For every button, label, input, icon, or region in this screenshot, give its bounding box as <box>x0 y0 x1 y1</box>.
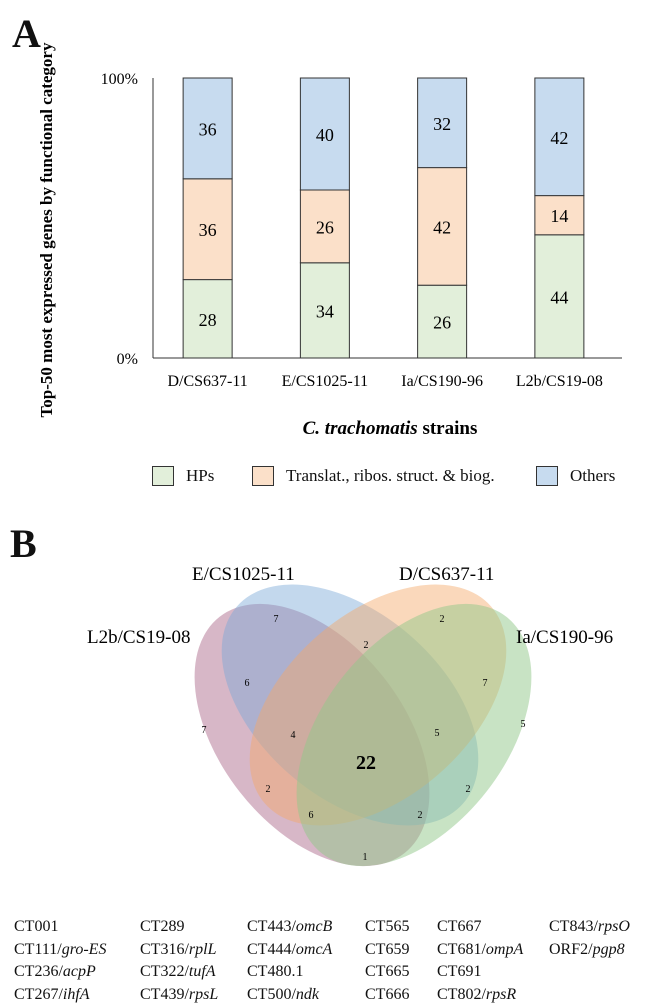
venn-label-d: D/CS637-11 <box>399 564 494 585</box>
venn-region-count: 5 <box>435 728 440 739</box>
bar-segment <box>534 234 585 359</box>
x-tick-label: E/CS1025-11 <box>282 373 369 390</box>
bar-data-label: 26 <box>316 217 334 237</box>
gene-cell: CT111/gro-ES <box>14 940 107 958</box>
gene-cell: CT289 <box>140 918 185 935</box>
venn-region-count: 2 <box>466 784 471 795</box>
stacked-bar-chart: 0% 100% 28 36 36 D/CS637-11 34 26 40 E/CS1025-11 2… <box>37 42 622 439</box>
gene-cell: CT666 <box>365 985 410 1003</box>
gene-cell: CT843/rpsO <box>549 918 630 935</box>
gene-cell: CT681/ompA <box>437 940 524 958</box>
bar-segment <box>417 167 468 286</box>
gene-row: CT111/gro-ES CT316/rplL CT444/omcA CT659 CT6… <box>14 939 644 962</box>
venn-region-count: 2 <box>364 640 369 651</box>
bar-data-label: 42 <box>550 128 568 148</box>
gene-cell: CT322/tufA <box>140 963 216 980</box>
gene-cell <box>549 984 639 1007</box>
y-tick-label: 100% <box>101 71 138 88</box>
gene-cell: CT500/ndk <box>247 985 319 1003</box>
venn-region-count: 2 <box>418 810 423 821</box>
bar-segment <box>182 77 233 180</box>
gene-row: CT267/ihfA CT439/rpsL CT500/ndk CT666 CT802/… <box>14 984 644 1007</box>
venn-region-count: 2 <box>440 614 445 625</box>
bar-data-label: 14 <box>550 206 568 226</box>
venn-region-count: 2 <box>266 784 271 795</box>
gene-cell: ORF2/pgp8 <box>549 940 625 958</box>
gene-cell: CT236/acpP <box>14 963 96 980</box>
y-tick-label: 0% <box>117 351 138 368</box>
panel-b-letter: B <box>10 521 37 566</box>
gene-row: CT236/acpP CT322/tufA CT480.1 CT665 CT691 <box>14 961 644 984</box>
legend-item-others: Others <box>536 466 615 486</box>
venn-label-ia: Ia/CS190-96 <box>516 627 613 648</box>
bar-segment <box>299 77 350 191</box>
bar-segment <box>182 279 233 359</box>
legend-swatch-others <box>536 466 558 486</box>
gene-cell: CT802/rpsR <box>437 985 517 1003</box>
legend-label-hps: HPs <box>186 466 215 485</box>
gene-cell: CT667 <box>437 918 482 935</box>
bar-data-label: 42 <box>433 217 451 237</box>
gene-cell: CT439/rpsL <box>140 985 219 1003</box>
legend-item-translation: Translat., ribos. struct. & biog. <box>252 466 495 486</box>
venn-region-count: 7 <box>274 614 279 625</box>
venn-region-count: 5 <box>521 719 526 730</box>
bar-segment <box>417 77 468 169</box>
venn-diagram: L2b/CS19-08 E/CS1025-11 D/CS637-11 Ia/CS… <box>87 564 613 867</box>
bar-data-label: 32 <box>433 114 451 134</box>
legend-label-translation: Translat., ribos. struct. & biog. <box>286 466 495 485</box>
bar-data-label: 28 <box>199 310 217 330</box>
gene-cell: CT659 <box>365 940 410 958</box>
legend-label-others: Others <box>570 466 616 485</box>
gene-cell: CT665 <box>365 963 410 980</box>
venn-region-count: 6 <box>245 678 250 689</box>
gene-cell: CT316/rplL <box>140 940 217 958</box>
gene-row: CT001 CT289 CT443/omcB CT565 CT667 CT843/rpsO <box>14 916 644 939</box>
venn-region-count: 6 <box>309 810 314 821</box>
y-axis-label: Top-50 most expressed genes by functiona… <box>37 42 56 417</box>
venn-region-count: 22 <box>356 752 376 774</box>
bar-data-label: 26 <box>433 313 451 333</box>
venn-region-count: 1 <box>363 852 368 863</box>
bar-segment <box>182 178 233 281</box>
gene-list-table: CT001 CT289 CT443/omcB CT565 CT667 CT843/rpsO… <box>14 916 644 1006</box>
gene-cell: CT444/omcA <box>247 940 333 958</box>
gene-cell: CT267/ihfA <box>14 985 90 1003</box>
venn-region-count: 7 <box>202 725 207 736</box>
venn-region-count: 7 <box>483 678 488 689</box>
x-axis-label: C. trachomatis strains <box>303 418 478 439</box>
legend-swatch-hps <box>152 466 174 486</box>
bar-data-label: 36 <box>199 119 217 139</box>
gene-cell: CT480.1 <box>247 963 304 980</box>
bar-data-label: 44 <box>550 287 568 307</box>
gene-cell: CT691 <box>437 963 482 980</box>
venn-label-e: E/CS1025-11 <box>192 564 295 585</box>
venn-region-count: 4 <box>291 730 296 741</box>
bar-segment <box>534 77 585 197</box>
x-tick-label: L2b/CS19-08 <box>516 373 603 390</box>
x-tick-label: D/CS637-11 <box>167 373 247 390</box>
venn-ellipse-ia <box>296 603 532 867</box>
venn-label-l2b: L2b/CS19-08 <box>87 627 190 648</box>
bar-data-label: 40 <box>316 125 334 145</box>
x-tick-label: Ia/CS190-96 <box>401 373 483 390</box>
chart-legend: HPs Translat., ribos. struct. & biog. Ot… <box>0 466 650 492</box>
gene-cell <box>549 961 639 984</box>
legend-item-hps: HPs <box>152 466 214 486</box>
legend-swatch-translation <box>252 466 274 486</box>
panel-a-letter: A <box>12 11 41 56</box>
gene-cell: CT565 <box>365 918 410 935</box>
bar-data-label: 34 <box>316 301 334 321</box>
gene-cell: CT443/omcB <box>247 918 333 935</box>
bar-segment <box>417 284 468 359</box>
gene-cell: CT001 <box>14 918 59 935</box>
bar-data-label: 36 <box>199 220 217 240</box>
